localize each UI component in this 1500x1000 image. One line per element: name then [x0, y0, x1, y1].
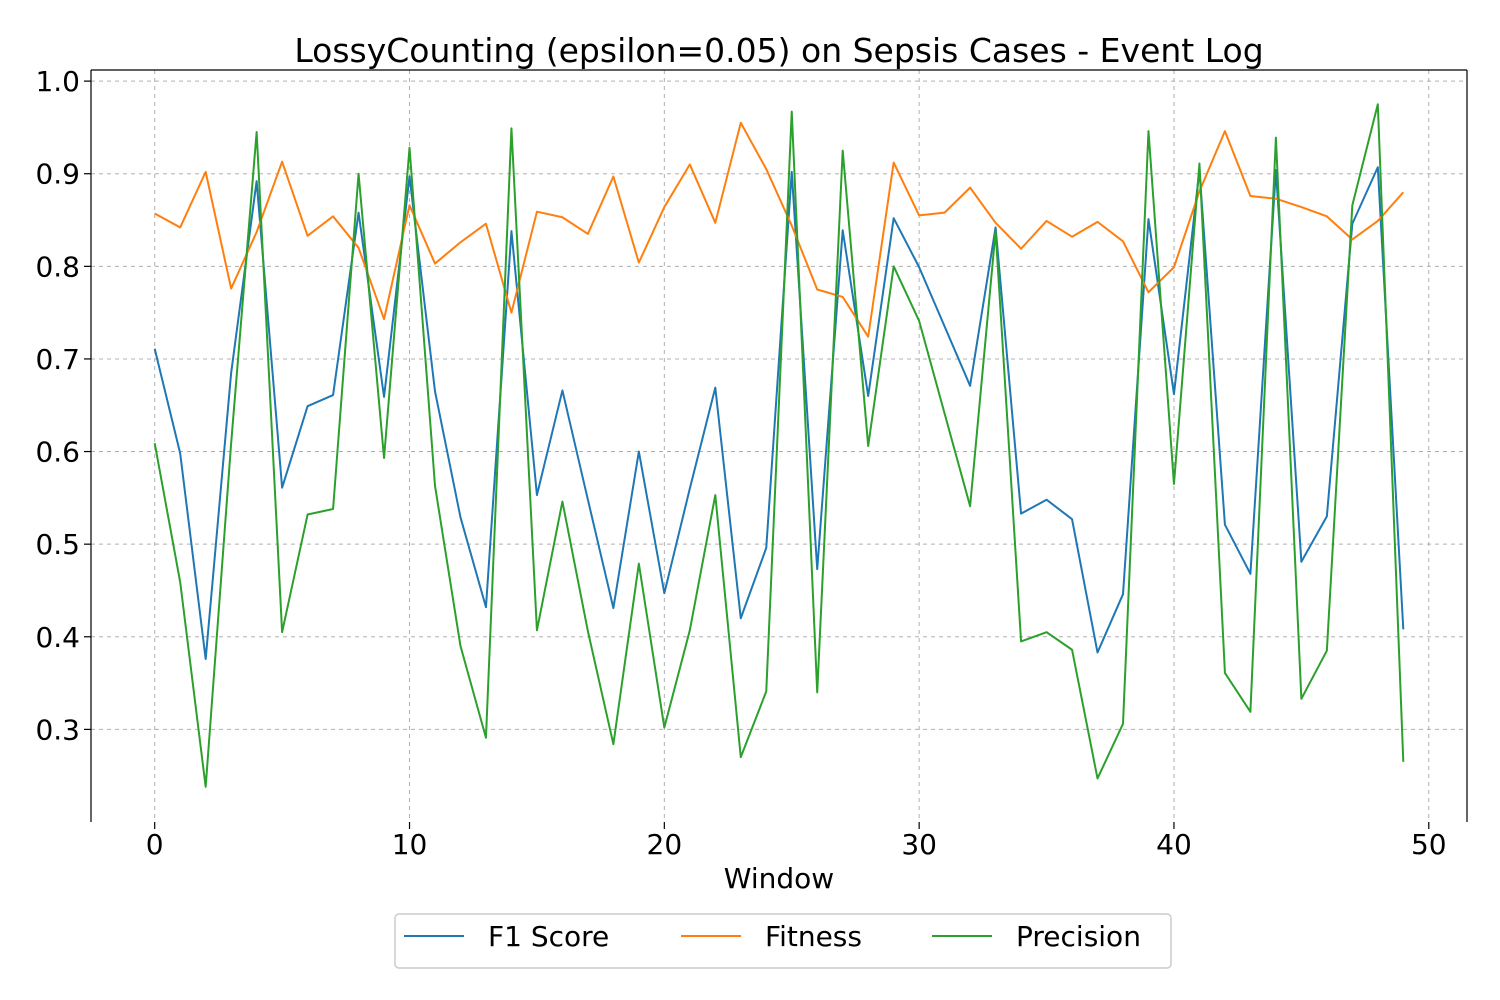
legend: F1 Score Fitness Precision: [394, 913, 1172, 969]
legend-label-f1-score: F1 Score: [488, 920, 609, 953]
chart-title: LossyCounting (epsilon=0.05) on Sepsis C…: [294, 31, 1263, 70]
y-axis-ticks: 0.3 0.4 0.5 0.6 0.7 0.8 0.9 1.0: [35, 65, 91, 746]
y-tick-label: 0.6: [35, 436, 80, 469]
x-tick-label: 50: [1411, 828, 1447, 861]
axes-frame: [90, 69, 1468, 822]
y-tick-label: 0.8: [35, 250, 80, 283]
y-tick-label: 0.3: [35, 713, 80, 746]
x-tick-label: 40: [1156, 828, 1192, 861]
x-axis-ticks: 0 10 20 30 40 50: [146, 822, 1447, 861]
x-axis-label: Window: [724, 862, 834, 895]
y-tick-label: 0.9: [35, 158, 80, 191]
series-lines: [153, 103, 1405, 788]
y-tick-label: 0.5: [35, 528, 80, 561]
series-line-precision: [153, 103, 1405, 788]
legend-label-precision: Precision: [1016, 920, 1141, 953]
x-tick-label: 30: [901, 828, 937, 861]
x-tick-label: 0: [146, 828, 164, 861]
legend-box: [394, 913, 1172, 969]
series-line-fitness: [154, 121, 1405, 338]
y-tick-label: 0.4: [35, 621, 80, 654]
x-tick-label: 20: [647, 828, 683, 861]
y-tick-label: 0.7: [35, 343, 80, 376]
x-tick-label: 10: [392, 828, 428, 861]
legend-label-fitness: Fitness: [765, 920, 862, 953]
y-tick-label: 1.0: [35, 65, 80, 98]
